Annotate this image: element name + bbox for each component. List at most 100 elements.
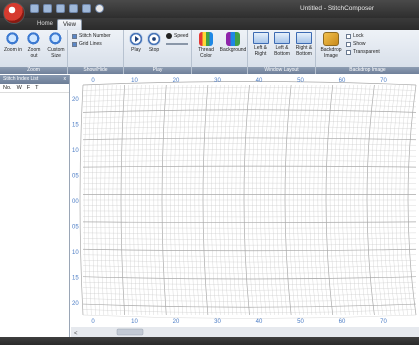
zoom-out-label: Zoom out <box>27 47 41 59</box>
layout-left-right-icon <box>252 32 269 44</box>
status-bar <box>0 337 419 345</box>
new-icon[interactable] <box>30 4 39 13</box>
show-checkbox[interactable]: Show <box>346 41 366 47</box>
backdrop-image-icon <box>323 32 339 46</box>
play-button[interactable]: Play <box>127 32 145 53</box>
grid-line-horizontal <box>82 309 417 314</box>
play-group-label: Play <box>124 67 191 74</box>
save-icon[interactable] <box>56 4 65 13</box>
y-tick-label: 15 <box>72 276 79 282</box>
stitch-index-panel: Stitch Index List x No. W F T <box>0 75 70 337</box>
y-tick-label: 05 <box>72 225 79 231</box>
y-tick-label: 10 <box>72 148 79 154</box>
grid-line-horizontal <box>82 287 417 291</box>
colors-group: Thread Color Background <box>192 30 248 74</box>
lock-checkbox[interactable]: Lock <box>346 33 364 39</box>
speed-label: Speed <box>174 33 189 39</box>
grid-line-horizontal <box>82 260 417 263</box>
grid-line-horizontal <box>82 160 417 162</box>
backdrop-image-button[interactable]: Backdrop Image <box>318 32 344 59</box>
tab-home[interactable]: Home <box>37 21 54 27</box>
x-tick-label: 70 <box>380 78 387 84</box>
checkbox-icon <box>346 33 351 39</box>
custom-size-button[interactable]: Custom Size <box>45 32 67 59</box>
scroll-left-icon[interactable]: < <box>74 331 78 337</box>
x-tick-label: 10 <box>131 78 138 84</box>
zoom-in-button[interactable]: Zoom in <box>3 32 23 53</box>
grid-lines-checkbox[interactable]: Grid Lines <box>72 41 102 47</box>
left-right-layout-button[interactable]: Left & Right <box>250 32 271 57</box>
x-tick-label: 40 <box>256 319 263 325</box>
x-tick-label: 20 <box>173 78 180 84</box>
grid-line-horizontal <box>82 132 417 135</box>
x-tick-label: 70 <box>380 319 387 325</box>
stop-button[interactable]: Stop <box>145 32 163 53</box>
background-button[interactable]: Background <box>218 32 248 53</box>
grid-line-horizontal <box>82 177 417 179</box>
checkbox-icon <box>72 41 77 47</box>
x-tick-label: 0 <box>91 319 95 325</box>
y-tick-label: 10 <box>72 250 79 256</box>
left-bottom-layout-button[interactable]: Left & Bottom <box>271 32 293 57</box>
column-header[interactable]: No. <box>3 85 12 91</box>
grid-line-horizontal <box>82 86 417 91</box>
grid-line-horizontal <box>82 182 417 184</box>
grid-line-horizontal <box>82 109 417 113</box>
show-label: Show <box>353 41 366 47</box>
x-tick-label: 60 <box>339 78 346 84</box>
grid-line-horizontal <box>82 154 417 157</box>
window-title: Untitled - StitchComposer <box>300 5 375 12</box>
open-icon[interactable] <box>43 4 52 13</box>
column-header[interactable]: F <box>26 85 31 91</box>
speed-icon <box>166 33 172 39</box>
zoom-out-icon <box>27 32 41 46</box>
custom-size-label: Custom Size <box>47 47 65 59</box>
speed-slider[interactable] <box>166 43 188 45</box>
grid-line-horizontal <box>82 221 417 223</box>
grid-line-vertical <box>79 84 84 316</box>
grid-svg[interactable]: 0010102020303040405050606070702015100500… <box>71 75 419 337</box>
scrollbar-thumb[interactable] <box>116 328 144 336</box>
left-right-label: Left & Right <box>253 45 268 57</box>
ribbon-tabs: Home View <box>0 18 419 30</box>
app-menu-button[interactable] <box>3 2 25 24</box>
y-tick-label: 05 <box>72 174 79 180</box>
grid-line-horizontal <box>82 298 417 302</box>
stop-label: Stop <box>148 47 160 53</box>
stitch-number-checkbox[interactable]: Stitch Number <box>72 33 111 39</box>
x-tick-label: 10 <box>131 319 138 325</box>
close-icon[interactable]: x <box>63 76 67 82</box>
checkbox-icon <box>72 33 77 39</box>
y-tick-label: 20 <box>72 97 79 103</box>
horizontal-scrollbar[interactable] <box>71 327 419 337</box>
column-header[interactable]: W <box>16 85 22 91</box>
grid-line-horizontal <box>82 254 417 257</box>
stitch-canvas[interactable]: 0 0 10 10 20 20 30 30 40 40 50 50 60 60 70 70 20 15 10 05 00… <box>71 75 419 337</box>
settings-icon[interactable] <box>95 4 104 13</box>
right-bottom-layout-button[interactable]: Right & Bottom <box>293 32 315 57</box>
column-headers: No. W F T <box>0 84 69 93</box>
tab-view[interactable]: View <box>57 19 82 30</box>
x-tick-label: 30 <box>214 319 221 325</box>
speed-control: Speed <box>166 33 188 39</box>
background-color-icon <box>226 32 240 46</box>
custom-size-icon <box>49 32 63 46</box>
background-label: Background <box>219 47 247 53</box>
grid-line-horizontal <box>82 281 417 285</box>
panel-title: Stitch Index List <box>3 76 39 82</box>
grid-line-horizontal <box>82 92 417 97</box>
redo-icon[interactable] <box>82 4 91 13</box>
layout-right-bottom-icon <box>296 32 312 44</box>
grid-line-horizontal <box>82 248 417 252</box>
grid-line-horizontal <box>82 137 417 141</box>
transparent-checkbox[interactable]: Transparent <box>346 49 380 55</box>
column-header[interactable]: T <box>35 85 39 91</box>
title-bar: Untitled - StitchComposer <box>0 0 419 24</box>
zoom-out-button[interactable]: Zoom out <box>24 32 44 59</box>
thread-color-button[interactable]: Thread Color <box>194 32 218 59</box>
left-bottom-label: Left & Bottom <box>274 45 290 57</box>
lock-label: Lock <box>353 33 364 39</box>
grid-line-horizontal <box>82 303 417 308</box>
undo-icon[interactable] <box>69 4 78 13</box>
grid-line-horizontal <box>82 292 417 297</box>
